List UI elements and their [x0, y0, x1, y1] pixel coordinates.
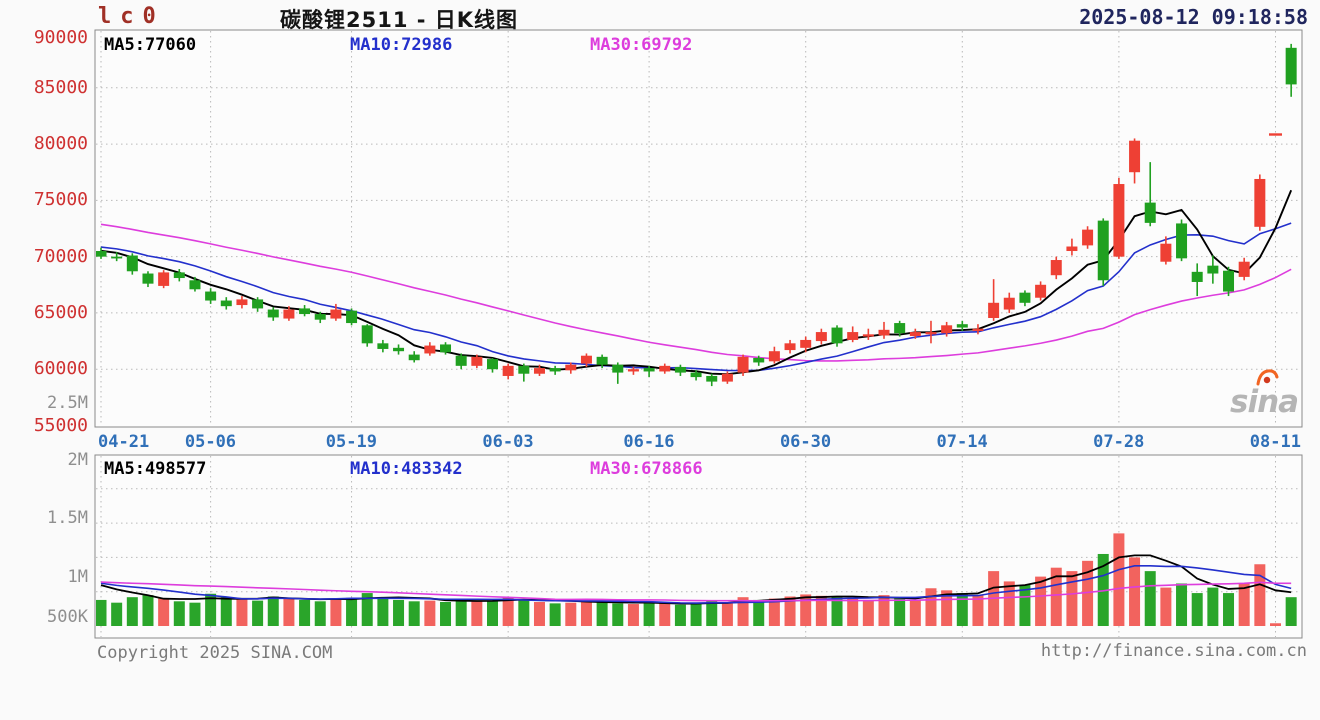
date-tick-label: 06-16: [623, 432, 675, 452]
date-tick-label: 08-11: [1249, 432, 1301, 452]
price-axis-label: 55000: [33, 414, 88, 436]
price-axis-label: 60000: [33, 358, 88, 380]
price-axis-label: 80000: [33, 133, 88, 155]
date-tick-label: 06-30: [779, 432, 832, 452]
quote-timestamp: 2025-08-12 09:18:58: [1079, 5, 1308, 29]
price-ma10-label: MA10:72986: [350, 35, 453, 55]
site-url-text: http://finance.sina.com.cn: [1040, 641, 1307, 661]
date-tick-label: 04-21: [98, 432, 150, 452]
volume-axis-label: 500K: [47, 607, 88, 627]
date-tick-label: 07-28: [1093, 432, 1145, 452]
volume-ma10-label: MA10:483342: [350, 459, 463, 479]
price-axis-label: 85000: [33, 76, 88, 98]
price-axis-label: 65000: [33, 301, 88, 323]
volume-axis-label: 2.5M: [47, 393, 88, 413]
instrument-symbol: lc0: [98, 4, 165, 29]
price-axis-label: 70000: [33, 245, 88, 267]
chart-title: 碳酸锂2511 - 日K线图: [280, 8, 519, 32]
volume-axis-label: 1.5M: [47, 508, 88, 528]
price-axis-label: 75000: [33, 189, 88, 211]
date-tick-label: 07-14: [936, 432, 988, 452]
sina-watermark: sina: [1230, 369, 1310, 420]
date-tick-label: 06-03: [482, 432, 534, 452]
sina-watermark-text: sina: [1230, 384, 1299, 420]
date-tick-label: 05-06: [184, 432, 237, 452]
copyright-text: Copyright 2025 SINA.COM: [97, 643, 333, 663]
sina-eye-icon: [1256, 369, 1279, 386]
volume-axis-label: 1M: [67, 567, 88, 587]
price-axis-label: 90000: [33, 27, 88, 48]
volume-axis-label: 2M: [67, 450, 88, 470]
date-tick-label: 05-19: [325, 432, 377, 452]
volume-ma5-label: MA5:498577: [104, 459, 207, 479]
volume-ma30-label: MA30:678866: [590, 459, 703, 479]
price-ma5-label: MA5:77060: [104, 35, 197, 55]
price-ma30-label: MA30:69792: [590, 35, 693, 55]
